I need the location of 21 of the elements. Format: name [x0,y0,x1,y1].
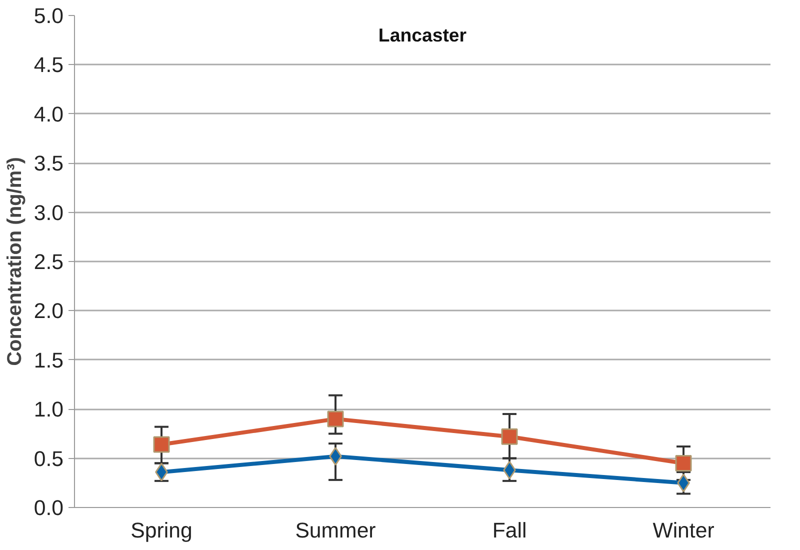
y-tick-label: 0.5 [34,446,64,471]
point [501,428,518,445]
y-tick-label: 3.0 [34,200,64,225]
x-tick-label: Fall [492,518,527,542]
y-tick-label: 5.0 [34,4,64,28]
y-tick-label: 3.5 [34,152,64,176]
y-axis-title: Concentration (ng/m³) [4,157,26,366]
text: Lancaster [378,24,467,46]
y-tick-label: 4.5 [34,53,64,78]
x-tick-label: Spring [130,518,192,542]
y-tick-label: 2.5 [34,250,64,274]
y-tick-label: 0.0 [34,496,64,520]
y-tick-label: 2.0 [34,299,64,324]
y-tick-label: 1.0 [34,398,64,422]
point [153,436,170,453]
y-tick-label: 1.5 [34,348,64,372]
x-tick-label: Winter [652,518,714,542]
point [327,410,344,428]
y-tick-label: 4.0 [34,102,64,126]
point [675,454,692,472]
x-tick-label: Summer [295,518,376,542]
